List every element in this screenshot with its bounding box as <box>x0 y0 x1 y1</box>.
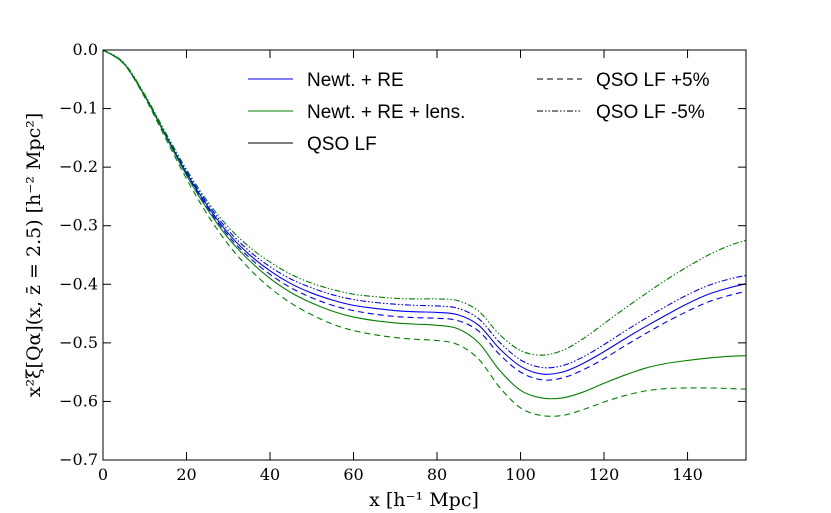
legend-label: QSO LF <box>307 134 377 155</box>
x-axis-label: x [h⁻¹ Mpc] <box>369 489 479 511</box>
y-tick-label: −0.7 <box>59 450 98 469</box>
series-line-2 <box>103 50 746 369</box>
x-tick-label: 60 <box>343 465 363 484</box>
x-tick-label: 0 <box>98 465 108 484</box>
series-line-0 <box>103 50 746 375</box>
x-tick-label: 80 <box>427 465 447 484</box>
x-axis: 0 20 40 60 80 100 120 140 <box>98 50 703 484</box>
series-line-5 <box>103 50 746 356</box>
x-tick-label: 20 <box>176 465 196 484</box>
y-axis-label: x²ξ[Qα](x, z̄ = 2.5) [h⁻² Mpc²] <box>23 113 45 398</box>
series-layer <box>103 50 746 417</box>
y-tick-label: −0.4 <box>59 274 98 293</box>
x-tick-label: 140 <box>672 465 703 484</box>
y-tick-label: −0.5 <box>59 333 98 352</box>
series-line-3 <box>103 50 746 400</box>
y-tick-label: −0.6 <box>59 391 98 410</box>
plot-frame <box>102 49 747 461</box>
x-tick-label: 100 <box>505 465 536 484</box>
legend-label: QSO LF +5% <box>596 70 710 91</box>
y-axis: 0.0 −0.1 −0.2 −0.3 −0.4 −0.5 −0.6 −0.7 <box>59 40 746 469</box>
y-tick-label: 0.0 <box>73 40 98 59</box>
legend: Newt. + RE Newt. + RE + lens. QSO LF QSO LF… <box>248 70 710 155</box>
series-line-1 <box>103 50 746 381</box>
x-tick-label: 40 <box>260 465 280 484</box>
y-tick-label: −0.3 <box>59 216 98 235</box>
legend-label: Newt. + RE + lens. <box>307 102 465 123</box>
legend-label: Newt. + RE <box>307 70 404 91</box>
series-line-4 <box>103 50 746 417</box>
x-tick-label: 120 <box>589 465 620 484</box>
legend-label: QSO LF -5% <box>596 102 705 123</box>
y-tick-label: −0.1 <box>59 99 98 118</box>
y-tick-label: −0.2 <box>59 157 98 176</box>
